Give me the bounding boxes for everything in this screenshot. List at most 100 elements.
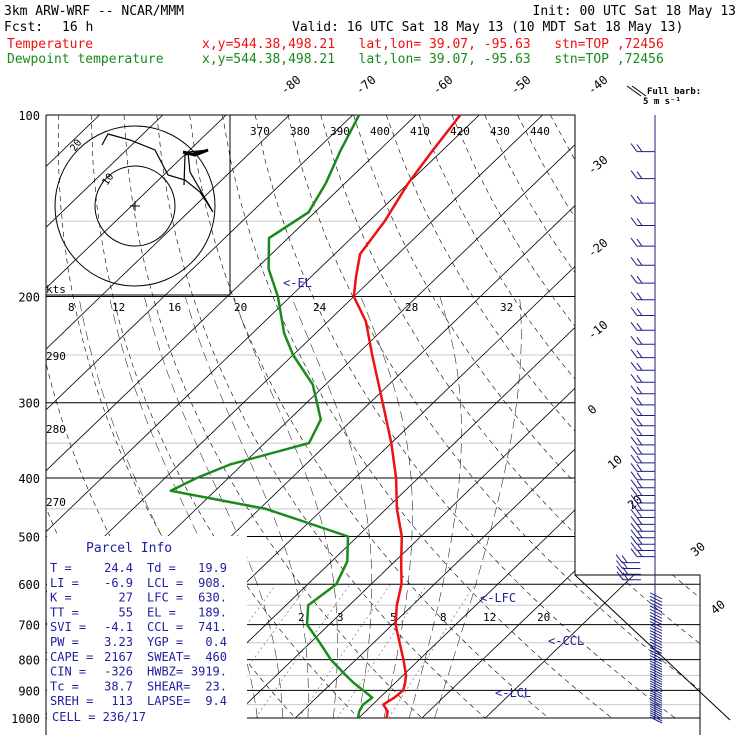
- isotherm-label-10: 10: [605, 452, 625, 472]
- dry-adiabat: [615, 115, 700, 719]
- dewpoint-profile: [169, 114, 374, 719]
- parcel-row-value2: 3919.: [191, 665, 227, 679]
- wind-barb-flag: [636, 523, 643, 532]
- wind-barb-low: [649, 701, 663, 709]
- wind-barb-low: [649, 696, 663, 704]
- dry-adiabat: [320, 115, 700, 719]
- parcel-row-value2: 460: [205, 650, 227, 664]
- wind-barb-low: [649, 716, 663, 724]
- dry-adiabat: [681, 115, 700, 719]
- wind-barb-flag: [630, 321, 638, 331]
- isotherm-label--10: -10: [585, 318, 611, 343]
- wind-barb-flag: [636, 488, 643, 496]
- theta-e-label-380: 380: [290, 125, 310, 138]
- dry-adiabat: [189, 115, 549, 719]
- theta-e-label-440: 440: [530, 125, 550, 138]
- wind-barb-flag: [630, 529, 638, 539]
- pressure-label-100: 100: [18, 109, 40, 123]
- wind-barb-flag: [630, 454, 638, 464]
- temperature-legend-label: Temperature: [7, 37, 93, 52]
- init-time: Init: 00 UTC Sat 18 May 13: [533, 4, 737, 19]
- parcel-row-value: 55: [119, 605, 133, 619]
- wind-barb-low: [649, 657, 663, 665]
- wind-barb-low: [649, 663, 663, 670]
- parcel-row-value: -6.9: [104, 576, 133, 590]
- wind-barb-low: [649, 675, 663, 683]
- wind-barb-flag: [616, 565, 624, 575]
- moist-adiabat: [291, 296, 372, 719]
- valid-time: Valid: 16 UTC Sat 18 May 13 (10 MDT Sat …: [292, 20, 683, 35]
- wind-barb-flag: [636, 362, 643, 371]
- wind-barb-low: [649, 621, 663, 629]
- wind-barb-low: [649, 665, 663, 673]
- theta-label-280: 280: [46, 423, 66, 436]
- wind-barb-flag: [630, 487, 638, 496]
- parcel-row-label: SREH =: [50, 694, 93, 708]
- lfc-annotation: <-LFC: [480, 591, 516, 605]
- wind-barb-flag: [636, 350, 643, 358]
- wind-barb-low: [649, 595, 663, 603]
- wind-barb-flag: [630, 407, 638, 416]
- wind-barb-low: [649, 602, 663, 610]
- wind-barb-low: [649, 592, 663, 600]
- isotherm-label-40: 40: [708, 597, 728, 617]
- isotherm-20: [358, 115, 700, 719]
- wind-barb-low: [649, 655, 663, 663]
- wind-barb-flag: [630, 463, 638, 472]
- isotherm-label--30: -30: [585, 153, 611, 178]
- dry-adiabat: [287, 115, 700, 719]
- wind-barb-flag: [636, 308, 643, 316]
- barb-legend-line1: Full barb:: [647, 87, 701, 97]
- wind-barb-flag: [630, 417, 638, 427]
- wind-barb-low: [649, 649, 663, 657]
- dry-adiabat: [123, 115, 423, 719]
- wind-barb-low: [649, 685, 663, 693]
- pressure-label-300: 300: [18, 397, 40, 411]
- wind-barb-flag: [636, 218, 643, 226]
- barb-legend-line2: 5 m s⁻¹: [643, 97, 681, 107]
- parcel-info-title: Parcel Info: [86, 541, 172, 556]
- lcl-annotation: <-LCL: [495, 686, 531, 700]
- dry-adiabat: [353, 115, 700, 719]
- parcel-row-value: -4.1: [104, 620, 133, 634]
- wind-barb-low: [649, 670, 663, 678]
- isotherm--80: [46, 115, 353, 719]
- profile-lines: [169, 114, 462, 719]
- wind-barb-flag: [630, 194, 638, 204]
- mixing-ratio-5: [255, 583, 351, 719]
- dry-adiabat: [90, 115, 359, 719]
- wind-barb-flag: [636, 536, 643, 545]
- parcel-row-value: 24.4: [104, 561, 133, 575]
- wind-barb-low: [649, 689, 663, 697]
- hodograph-speed-8: 8: [68, 301, 75, 314]
- wind-barb-low: [649, 668, 663, 676]
- wind-barb-flag: [636, 517, 643, 525]
- wind-barb-flag: [630, 349, 638, 358]
- wind-barb-flag: [630, 335, 638, 345]
- wind-barb-legend: Full barb: 5 m s⁻¹: [626, 85, 701, 107]
- parcel-row-value2: 908.: [198, 576, 227, 590]
- dry-adiabat: [386, 115, 700, 719]
- pressure-label-800: 800: [18, 654, 40, 668]
- mixing-ratio-label-2: 2: [298, 611, 305, 624]
- parcel-row-value: 3.23: [104, 635, 133, 649]
- wind-barb-flag: [630, 274, 638, 284]
- lower-border-diagonal: [574, 574, 731, 721]
- dry-adiabat: [156, 115, 486, 719]
- pressure-label-500: 500: [18, 531, 40, 545]
- parcel-info-box: Parcel Info T = 24.4 Td = 19.9 LI = -6.9 LCL =…: [47, 536, 247, 735]
- parcel-row-value: -326: [104, 665, 133, 679]
- theta-e-label-410: 410: [410, 125, 430, 138]
- wind-barb-flag: [630, 385, 638, 395]
- wind-barb-flag: [636, 408, 643, 416]
- parcel-row-label: TT =: [50, 605, 79, 619]
- hodograph-speed-20: 20: [234, 301, 247, 314]
- wind-barb-flag: [630, 373, 638, 383]
- wind-barb-flag: [636, 195, 643, 204]
- parcel-row-label2: LAPSE=: [147, 694, 190, 708]
- wind-barb-low: [649, 694, 663, 702]
- parcel-row-label: LI =: [50, 576, 79, 590]
- dry-adiabat: [648, 115, 700, 719]
- temperature-profile: [352, 114, 462, 719]
